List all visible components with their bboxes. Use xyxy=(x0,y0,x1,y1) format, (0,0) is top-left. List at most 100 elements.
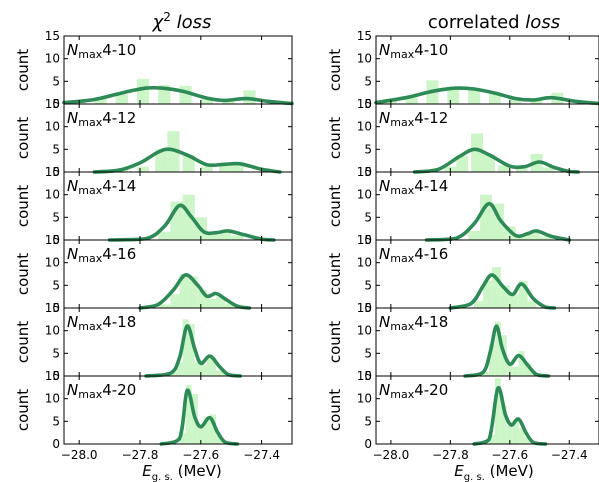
histogram-bar xyxy=(216,296,226,308)
histogram-bar xyxy=(182,194,195,240)
subplot-0-4: 0 5 10 15 count Nmax4-18 xyxy=(14,301,293,383)
y-tick-label: 0 xyxy=(364,301,372,315)
plots-area: 0 5 10 15 count Nmax4-10 0 5 10 15 count Nmax4-12 0 5… xyxy=(14,29,599,462)
histogram-bar xyxy=(489,434,495,444)
y-tick-label: 15 xyxy=(357,97,372,111)
histogram-bar xyxy=(206,234,220,240)
y-tick-label: 15 xyxy=(45,165,60,179)
histogram-bar xyxy=(137,166,150,172)
y-tick-label: 15 xyxy=(45,369,60,383)
histogram-bar xyxy=(515,166,528,172)
subplot-0-5: 0 5 10 15 count Nmax4-20 xyxy=(14,369,293,451)
histogram-bar xyxy=(500,405,507,444)
histogram-bar xyxy=(512,366,519,376)
y-tick-label: 15 xyxy=(357,233,372,247)
kde-curve xyxy=(424,201,572,242)
histogram-bar xyxy=(200,364,207,376)
kde-curve xyxy=(472,386,548,446)
subplot-1-2: 0 5 10 15 count Nmax4-14 xyxy=(326,165,599,247)
histogram-bar xyxy=(219,165,232,172)
y-tick-label: 15 xyxy=(357,165,372,179)
histogram-bar xyxy=(206,357,216,376)
histogram-bar xyxy=(518,428,525,444)
subplot-label: Nmax4-20 xyxy=(67,381,136,401)
y-tick-label: 10 xyxy=(45,52,60,66)
histogram-bar xyxy=(194,362,201,376)
subplot-label: Nmax4-10 xyxy=(67,41,136,61)
histogram-bar xyxy=(405,97,418,104)
y-tick-label: 5 xyxy=(52,74,60,88)
histogram-bar xyxy=(530,99,543,104)
histogram-bar xyxy=(483,280,492,308)
y-tick-label: 10 xyxy=(357,256,372,270)
histogram-bar xyxy=(231,165,244,172)
x-tick-label: −27.8 xyxy=(432,448,469,462)
y-axis-label: count xyxy=(326,49,344,91)
histogram-bar xyxy=(512,419,519,444)
y-tick-label: 0 xyxy=(52,437,60,451)
subplot-0-0: 0 5 10 15 count Nmax4-10 xyxy=(14,29,294,111)
x-tick-label: −28.0 xyxy=(61,448,98,462)
subplot-label: Nmax4-14 xyxy=(67,177,136,197)
y-tick-label: 10 xyxy=(45,188,60,202)
histogram-bar xyxy=(527,232,540,240)
x-tick-label: −28.0 xyxy=(372,448,409,462)
y-tick-label: 0 xyxy=(364,369,372,383)
kde-curve xyxy=(412,147,580,174)
histogram-bar xyxy=(115,94,128,104)
histogram-bar xyxy=(471,133,483,172)
x-tick-label: −27.4 xyxy=(551,448,588,462)
y-tick-label: 15 xyxy=(45,233,60,247)
subplot-frame xyxy=(63,375,293,445)
histogram-bar xyxy=(518,280,528,308)
subplot-label: Nmax4-18 xyxy=(379,313,448,333)
y-tick-label: 0 xyxy=(364,437,372,451)
y-tick-label: 15 xyxy=(357,301,372,315)
y-tick-label: 5 xyxy=(364,278,372,292)
histogram-bar xyxy=(509,294,519,308)
histogram-bar xyxy=(94,98,107,104)
subplot-label: Nmax4-16 xyxy=(67,245,136,265)
histogram-bar xyxy=(506,425,513,444)
histogram-bar xyxy=(179,274,189,308)
histogram-bar xyxy=(176,362,183,376)
x-axis-label-right: Eg. s. (MeV) xyxy=(454,462,533,482)
subplot-frame xyxy=(63,35,293,105)
y-tick-label: 0 xyxy=(52,369,60,383)
y-tick-label: 0 xyxy=(364,233,372,247)
histogram-bar xyxy=(209,414,216,444)
histogram-bar xyxy=(489,344,495,376)
histogram-bar xyxy=(200,97,213,104)
histogram-bar xyxy=(509,97,522,104)
y-tick-label: 10 xyxy=(45,324,60,338)
histogram-bar xyxy=(197,289,207,308)
subplot-label: Nmax4-18 xyxy=(67,313,136,333)
histogram-bar xyxy=(155,149,168,172)
y-tick-label: 0 xyxy=(364,165,372,179)
y-axis-label: count xyxy=(14,49,32,91)
subplot-label: Nmax4-14 xyxy=(379,177,448,197)
histogram-bar xyxy=(468,230,481,240)
histogram-bar xyxy=(456,156,469,172)
y-tick-label: 5 xyxy=(52,346,60,360)
y-tick-label: 5 xyxy=(364,414,372,428)
histogram-bar xyxy=(200,166,213,172)
histogram-bar xyxy=(483,153,495,172)
histogram-bar xyxy=(468,89,481,104)
histogram-bar xyxy=(480,194,492,240)
y-tick-label: 5 xyxy=(52,278,60,292)
subplot-label: Nmax4-12 xyxy=(379,109,448,129)
y-tick-label: 5 xyxy=(52,210,60,224)
y-tick-label: 10 xyxy=(357,324,372,338)
y-tick-label: 0 xyxy=(52,97,60,111)
y-tick-label: 15 xyxy=(357,369,372,383)
histogram-bar xyxy=(225,303,235,308)
subplot-1-0: 0 5 10 15 count Nmax4-10 xyxy=(326,29,599,111)
histogram-bar xyxy=(492,203,504,240)
histogram-bar xyxy=(518,351,525,376)
y-axis-label: count xyxy=(14,117,32,159)
subplot-label: Nmax4-20 xyxy=(379,381,448,401)
histogram-bar xyxy=(542,167,555,172)
kde-curve xyxy=(374,86,599,106)
